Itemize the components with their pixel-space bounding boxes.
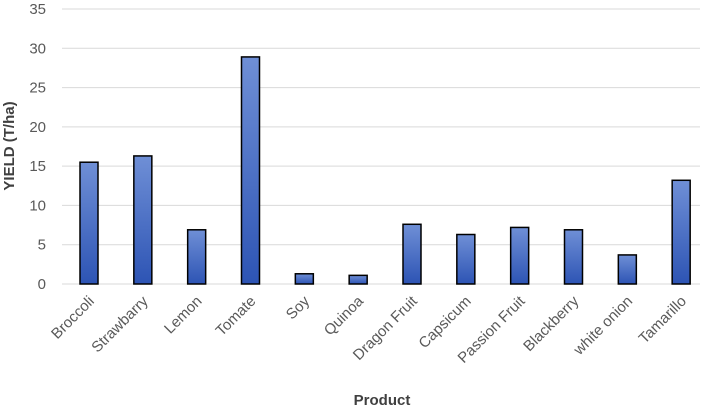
bar-strawbarry bbox=[133, 155, 153, 285]
bar-passion-fruit bbox=[509, 226, 530, 285]
y-tick-label: 0 bbox=[38, 276, 46, 293]
x-tick-label: Broccoli bbox=[48, 293, 98, 343]
bar-lemon bbox=[186, 229, 207, 285]
y-tick-label: 20 bbox=[29, 119, 46, 136]
bar-soy bbox=[294, 273, 315, 285]
bar-dragon-fruit bbox=[402, 223, 422, 285]
x-tick-label: Soy bbox=[283, 292, 314, 323]
x-tick-label: Strawbarry bbox=[88, 292, 152, 356]
bars bbox=[79, 56, 691, 285]
x-tick-label: Quinoa bbox=[321, 292, 368, 339]
y-tick-label: 10 bbox=[29, 197, 46, 214]
x-tick-label: Tomate bbox=[213, 293, 260, 340]
bar-blackberry bbox=[563, 229, 584, 285]
bar-capsicum bbox=[456, 233, 476, 285]
y-tick-label: 5 bbox=[38, 237, 46, 254]
y-tick-label: 25 bbox=[29, 80, 46, 97]
y-tick-label: 35 bbox=[29, 1, 46, 18]
y-tick-label: 15 bbox=[29, 158, 46, 175]
gridlines bbox=[62, 8, 700, 285]
bar-tomate bbox=[240, 56, 261, 285]
x-tick-label: Tamarillo bbox=[636, 293, 690, 347]
bar-quinoa bbox=[348, 274, 368, 285]
y-axis-ticks: 0 5 10 15 20 25 30 35 bbox=[29, 1, 46, 293]
y-tick-label: 30 bbox=[29, 40, 46, 57]
y-axis-title: YIELD (T/ha) bbox=[1, 101, 18, 190]
bar-white-onion bbox=[617, 254, 638, 285]
bar-broccoli bbox=[79, 161, 99, 285]
x-tick-label: Lemon bbox=[161, 293, 205, 337]
bar-tamarillo bbox=[671, 179, 691, 285]
x-axis-title: Product bbox=[354, 392, 411, 407]
